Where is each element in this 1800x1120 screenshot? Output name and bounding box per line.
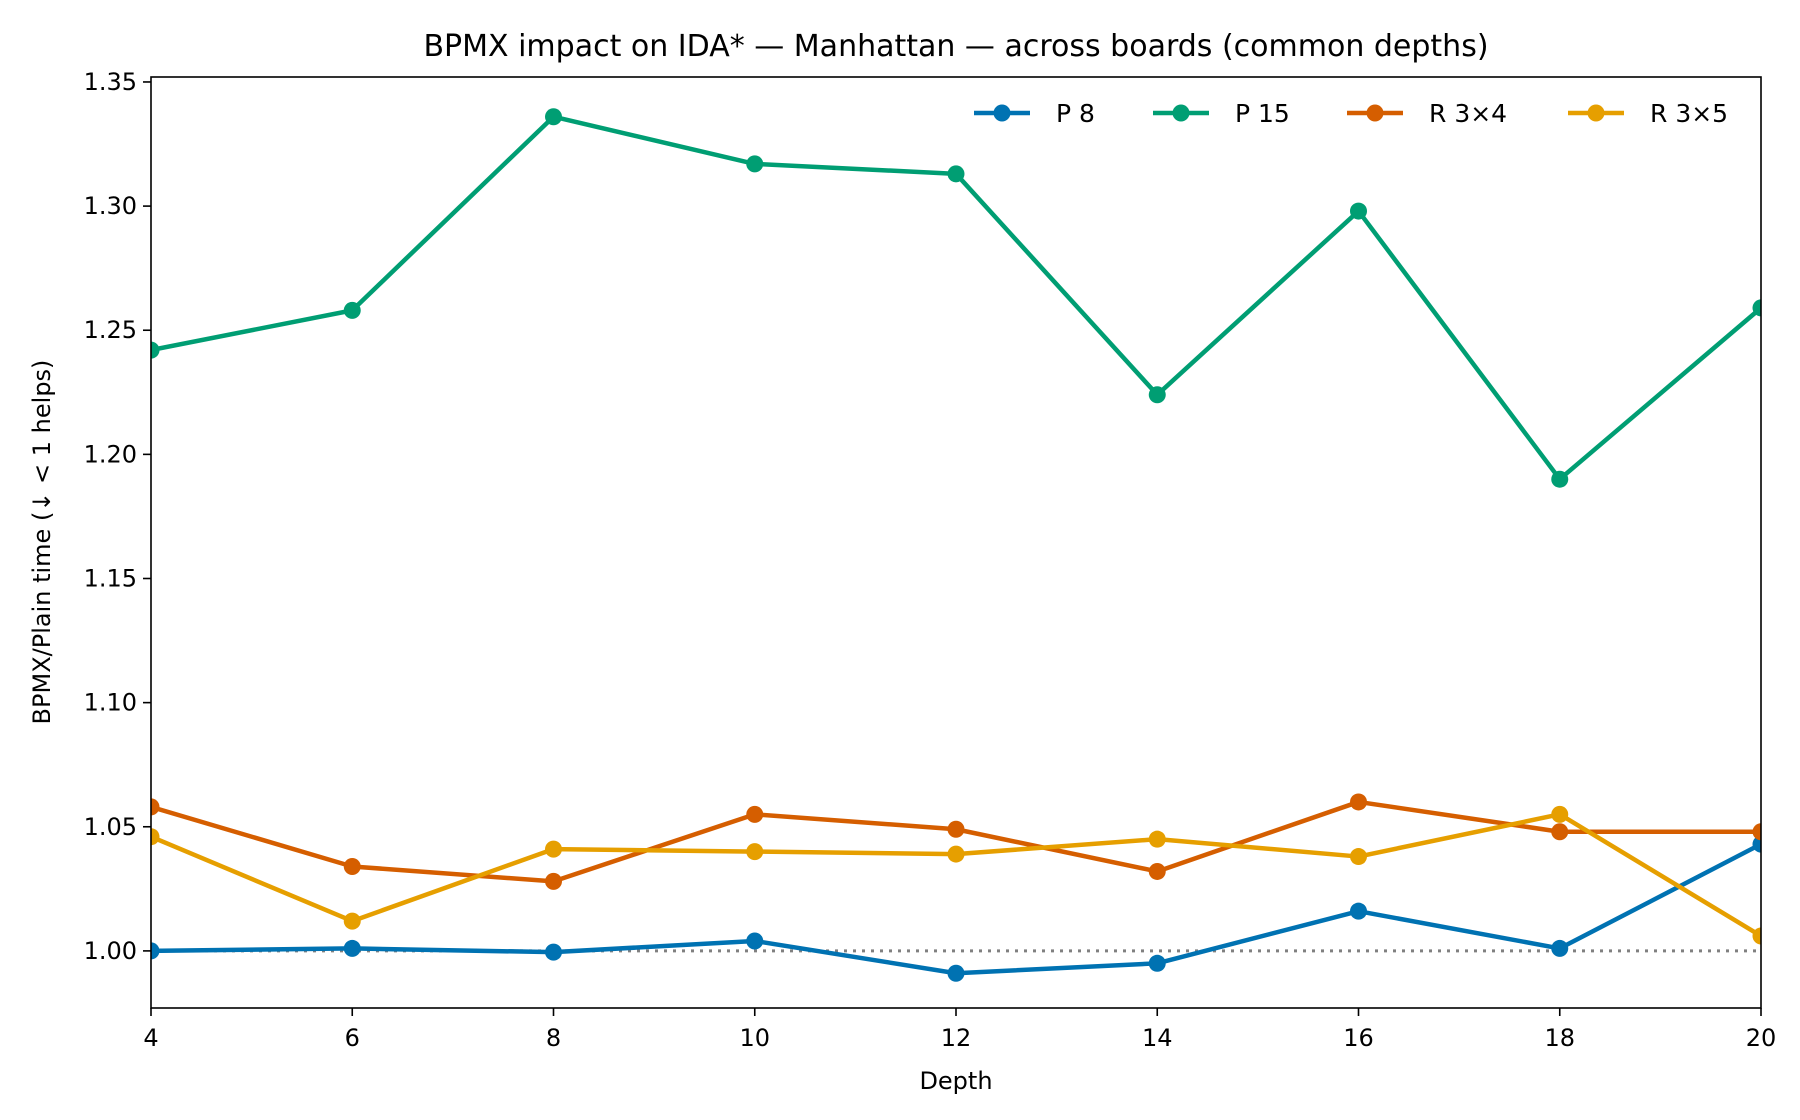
data-point [343,857,361,875]
y-axis-label: BPMX/Plain time (↓ < 1 helps) [28,360,56,725]
y-tick-label: 1.15 [84,564,137,592]
x-tick-label: 12 [941,1024,972,1052]
legend-entry: R 3×5 [1568,99,1728,128]
legend-label: R 3×4 [1429,99,1507,128]
data-point [947,165,965,183]
y-tick-label: 1.00 [84,937,137,965]
legend: P 8 P 15 R 3×4 R 3×5 [974,99,1728,128]
data-point [1148,862,1166,880]
x-tick-label: 10 [739,1024,770,1052]
series-3 [151,805,1761,945]
data-point [1551,805,1569,823]
legend-swatch-marker [1366,104,1384,122]
x-tick-label: 8 [546,1024,561,1052]
data-point [746,843,764,861]
data-point [746,932,764,950]
data-point [151,828,160,846]
data-point [947,845,965,863]
data-point [343,939,361,957]
x-axis-label: Depth [919,1067,992,1095]
data-point [545,840,562,858]
data-point [1350,202,1367,220]
data-point [1752,823,1761,841]
legend-entry: R 3×4 [1347,99,1507,128]
x-tick-label: 20 [1746,1024,1777,1052]
data-point [746,805,764,823]
data-point [151,341,160,359]
y-tick-label: 1.30 [84,192,137,220]
x-tick-label: 16 [1343,1024,1374,1052]
y-tick-label: 1.05 [84,813,137,841]
data-point [545,943,562,961]
data-point [545,872,562,890]
data-point [1752,927,1761,945]
legend-entry: P 8 [974,99,1095,128]
series-1 [151,108,1761,488]
data-point [1148,830,1166,848]
x-tick-label: 14 [1142,1024,1173,1052]
legend-label: P 8 [1056,99,1095,128]
legend-label: P 15 [1235,99,1290,128]
x-tick-label: 6 [345,1024,360,1052]
data-point [545,108,562,126]
y-tick-label: 1.20 [84,440,137,468]
data-point [1148,386,1166,404]
x-tick-label: 18 [1544,1024,1575,1052]
legend-label: R 3×5 [1650,99,1728,128]
data-point [947,964,965,982]
data-point [1551,823,1569,841]
y-tick-label: 1.25 [84,316,137,344]
data-point [151,942,160,960]
x-tick-label: 4 [143,1024,158,1052]
data-point [1350,793,1367,811]
data-point [343,912,361,930]
legend-swatch-marker [1172,104,1190,122]
series-0 [151,835,1761,982]
data-point [947,820,965,838]
legend-entry: P 15 [1153,99,1290,128]
data-point [1752,299,1761,317]
series-2 [151,793,1761,890]
series-line [151,799,1761,884]
data-point [343,301,361,319]
data-point [1551,939,1569,957]
legend-swatch-marker [1587,104,1605,122]
data-point [1350,848,1367,866]
data-point [1551,470,1569,488]
series-layer [151,108,1761,982]
y-tick-label: 1.10 [84,689,137,717]
data-point [1148,954,1166,972]
y-tick-label: 1.35 [84,68,137,96]
data-point [746,155,764,173]
data-point [151,798,160,816]
axes-layer: 4 6 8 10 12 14 16 18 20 1.00 1.05 1.10 1.15 1.20 1.25 1… [84,68,1777,1052]
legend-swatch-marker [993,104,1011,122]
data-point [1350,902,1367,920]
chart-title: BPMX impact on IDA* — Manhattan — across… [423,29,1488,64]
